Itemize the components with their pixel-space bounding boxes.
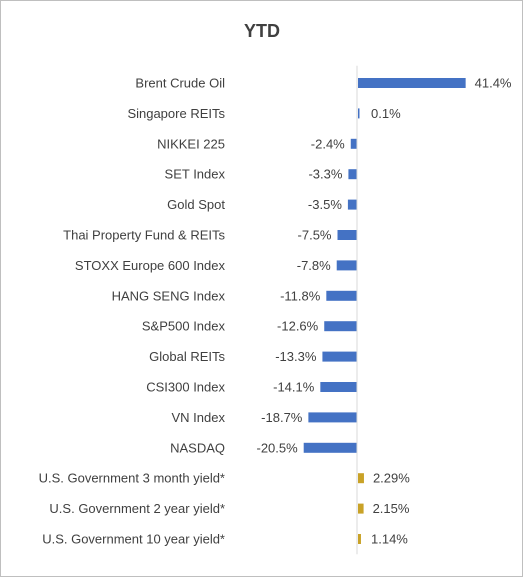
data-label: -13.3% xyxy=(275,349,317,364)
bar xyxy=(308,412,357,423)
bar xyxy=(337,230,357,240)
chart-rows: Brent Crude Oil 41.4% Singapore REITs 0.1% N… xyxy=(39,76,512,547)
data-label: -12.6% xyxy=(277,319,319,334)
bar xyxy=(320,382,357,392)
category-label: Thai Property Fund & REITs xyxy=(63,228,225,243)
bar xyxy=(358,503,364,514)
bar xyxy=(358,108,360,119)
category-label: U.S. Government 10 year yield* xyxy=(42,532,225,547)
data-label: -3.3% xyxy=(308,167,342,182)
category-label: Gold Spot xyxy=(167,197,225,212)
bar xyxy=(303,442,357,453)
bar xyxy=(358,78,466,88)
bar xyxy=(322,351,357,362)
bar xyxy=(358,473,364,484)
bar xyxy=(326,290,357,301)
data-label: -3.5% xyxy=(308,197,342,212)
data-label: -7.8% xyxy=(297,258,331,273)
data-label: 1.14% xyxy=(371,532,408,547)
bar xyxy=(358,534,361,544)
data-label: -2.4% xyxy=(311,136,345,151)
data-label: 2.29% xyxy=(373,471,410,486)
data-label: -11.8% xyxy=(280,288,321,303)
bar xyxy=(347,199,357,210)
data-label: 2.15% xyxy=(373,501,410,516)
category-label: SET Index xyxy=(165,167,226,182)
category-label: STOXX Europe 600 Index xyxy=(75,258,226,273)
data-label: -14.1% xyxy=(273,380,315,395)
category-label: Brent Crude Oil xyxy=(135,76,225,91)
category-label: Global REITs xyxy=(149,349,225,364)
data-label: -7.5% xyxy=(298,228,332,243)
bar xyxy=(350,138,357,149)
category-label: S&P500 Index xyxy=(142,319,226,334)
bar xyxy=(348,169,357,180)
category-label: CSI300 Index xyxy=(146,380,225,395)
category-label: VN Index xyxy=(172,410,226,425)
category-label: NASDAQ xyxy=(170,440,225,455)
category-label: NIKKEI 225 xyxy=(157,136,225,151)
bar xyxy=(324,321,357,332)
category-label: Singapore REITs xyxy=(127,106,225,121)
bar xyxy=(336,260,357,271)
data-label: -20.5% xyxy=(256,440,298,455)
chart-title: YTD xyxy=(244,21,280,41)
category-label: U.S. Government 2 year yield* xyxy=(49,501,225,516)
data-label: 41.4% xyxy=(475,76,512,91)
data-label: -18.7% xyxy=(261,410,303,425)
data-label: 0.1% xyxy=(371,106,401,121)
category-label: HANG SENG Index xyxy=(112,288,226,303)
category-label: U.S. Government 3 month yield* xyxy=(39,471,225,486)
